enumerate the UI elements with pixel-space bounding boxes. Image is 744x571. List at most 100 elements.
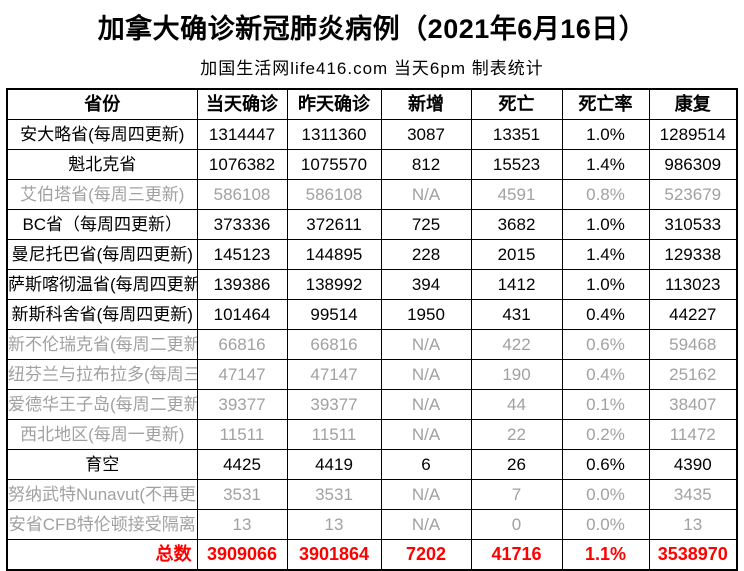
totals-deaths: 41716 xyxy=(470,539,563,571)
table-row: 育空 4425 4419 6 26 0.6% 4390 xyxy=(6,449,738,480)
table-row: 爱德华王子岛(每周二更新) 39377 39377 N/A 44 0.1% 38… xyxy=(6,389,738,420)
today-confirmed-cell: 39377 xyxy=(196,389,288,420)
deaths-cell: 13351 xyxy=(470,119,563,150)
totals-yesterday-confirmed: 3901864 xyxy=(286,539,382,571)
recovered-cell: 986309 xyxy=(648,149,738,180)
table-row: BC省（每周四更新） 373336 372611 725 3682 1.0% 3… xyxy=(6,209,738,240)
yesterday-confirmed-cell: 11511 xyxy=(286,419,382,450)
yesterday-confirmed-cell: 138992 xyxy=(286,269,382,300)
yesterday-confirmed-cell: 13 xyxy=(286,509,382,540)
deaths-cell: 7 xyxy=(470,479,563,510)
deaths-cell: 26 xyxy=(470,449,563,480)
recovered-cell: 13 xyxy=(648,509,738,540)
today-confirmed-cell: 4425 xyxy=(196,449,288,480)
recovered-cell: 523679 xyxy=(648,179,738,210)
new-cases-cell: 394 xyxy=(380,269,472,300)
province-cell: 曼尼托巴省(每周四更新) xyxy=(6,239,198,270)
col-header-new-cases: 新增 xyxy=(380,88,472,120)
page-subtitle: 加国生活网life416.com 当天6pm 制表统计 xyxy=(200,59,544,78)
page-title: 加拿大确诊新冠肺炎病例（2021年6月16日） xyxy=(97,14,647,44)
new-cases-cell: 1950 xyxy=(380,299,472,330)
yesterday-confirmed-cell: 372611 xyxy=(286,209,382,240)
today-confirmed-cell: 145123 xyxy=(196,239,288,270)
province-cell: 魁北克省 xyxy=(6,149,198,180)
death-rate-cell: 1.4% xyxy=(561,149,650,180)
today-confirmed-cell: 11511 xyxy=(196,419,288,450)
recovered-cell: 4390 xyxy=(648,449,738,480)
death-rate-cell: 1.0% xyxy=(561,119,650,150)
deaths-cell: 190 xyxy=(470,359,563,390)
table-row: 努纳武特Nunavut(不再更新) 3531 3531 N/A 7 0.0% 3… xyxy=(6,479,738,510)
today-confirmed-cell: 586108 xyxy=(196,179,288,210)
yesterday-confirmed-cell: 3531 xyxy=(286,479,382,510)
province-cell: 新不伦瑞克省(每周二更新) xyxy=(6,329,198,360)
table-row: 纽芬兰与拉布拉多(每周三更新) 47147 47147 N/A 190 0.4%… xyxy=(6,359,738,390)
new-cases-cell: 228 xyxy=(380,239,472,270)
recovered-cell: 25162 xyxy=(648,359,738,390)
new-cases-cell: N/A xyxy=(380,329,472,360)
province-cell: 努纳武特Nunavut(不再更新) xyxy=(6,479,198,510)
recovered-cell: 113023 xyxy=(648,269,738,300)
today-confirmed-cell: 66816 xyxy=(196,329,288,360)
col-header-death-rate: 死亡率 xyxy=(561,88,650,120)
totals-today-confirmed: 3909066 xyxy=(196,539,288,571)
deaths-cell: 22 xyxy=(470,419,563,450)
death-rate-cell: 1.0% xyxy=(561,269,650,300)
recovered-cell: 129338 xyxy=(648,239,738,270)
table-row: 安大略省(每周四更新) 1314447 1311360 3087 13351 1… xyxy=(6,119,738,150)
death-rate-cell: 1.0% xyxy=(561,209,650,240)
deaths-cell: 2015 xyxy=(470,239,563,270)
province-cell: 艾伯塔省(每周三更新) xyxy=(6,179,198,210)
totals-row: 总数 3909066 3901864 7202 41716 1.1% 35389… xyxy=(6,539,738,571)
yesterday-confirmed-cell: 47147 xyxy=(286,359,382,390)
totals-new-cases: 7202 xyxy=(380,539,472,571)
col-header-recovered: 康复 xyxy=(648,88,738,120)
deaths-cell: 1412 xyxy=(470,269,563,300)
recovered-cell: 11472 xyxy=(648,419,738,450)
new-cases-cell: N/A xyxy=(380,179,472,210)
province-cell: 安大略省(每周四更新) xyxy=(6,119,198,150)
yesterday-confirmed-cell: 39377 xyxy=(286,389,382,420)
col-header-yesterday-confirmed: 昨天确诊 xyxy=(286,88,382,120)
new-cases-cell: N/A xyxy=(380,509,472,540)
yesterday-confirmed-cell: 1311360 xyxy=(286,119,382,150)
totals-death-rate: 1.1% xyxy=(561,539,650,571)
covid-table-page: 加拿大确诊新冠肺炎病例（2021年6月16日） 加国生活网life416.com… xyxy=(0,7,744,571)
yesterday-confirmed-cell: 144895 xyxy=(286,239,382,270)
table-row: 新不伦瑞克省(每周二更新) 66816 66816 N/A 422 0.6% 5… xyxy=(6,329,738,360)
today-confirmed-cell: 47147 xyxy=(196,359,288,390)
col-header-province: 省份 xyxy=(6,88,198,120)
death-rate-cell: 0.8% xyxy=(561,179,650,210)
province-cell: 纽芬兰与拉布拉多(每周三更新) xyxy=(6,359,198,390)
death-rate-cell: 0.6% xyxy=(561,329,650,360)
deaths-cell: 0 xyxy=(470,509,563,540)
death-rate-cell: 0.0% xyxy=(561,479,650,510)
covid-stats-table: 省份 当天确诊 昨天确诊 新增 死亡 死亡率 康复 安大略省(每周四更新) 13… xyxy=(6,88,738,571)
new-cases-cell: 3087 xyxy=(380,119,472,150)
new-cases-cell: 725 xyxy=(380,209,472,240)
col-header-today-confirmed: 当天确诊 xyxy=(196,88,288,120)
yesterday-confirmed-cell: 1075570 xyxy=(286,149,382,180)
table-row: 西北地区(每周一更新) 11511 11511 N/A 22 0.2% 1147… xyxy=(6,419,738,450)
deaths-cell: 4591 xyxy=(470,179,563,210)
today-confirmed-cell: 1076382 xyxy=(196,149,288,180)
death-rate-cell: 0.4% xyxy=(561,359,650,390)
table-row: 安省CFB特伦顿接受隔离 13 13 N/A 0 0.0% 13 xyxy=(6,509,738,540)
death-rate-cell: 0.2% xyxy=(561,419,650,450)
yesterday-confirmed-cell: 4419 xyxy=(286,449,382,480)
deaths-cell: 44 xyxy=(470,389,563,420)
death-rate-cell: 1.4% xyxy=(561,239,650,270)
death-rate-cell: 0.4% xyxy=(561,299,650,330)
province-cell: BC省（每周四更新） xyxy=(6,209,198,240)
recovered-cell: 310533 xyxy=(648,209,738,240)
today-confirmed-cell: 1314447 xyxy=(196,119,288,150)
yesterday-confirmed-cell: 586108 xyxy=(286,179,382,210)
today-confirmed-cell: 373336 xyxy=(196,209,288,240)
province-cell: 西北地区(每周一更新) xyxy=(6,419,198,450)
province-cell: 育空 xyxy=(6,449,198,480)
col-header-deaths: 死亡 xyxy=(470,88,563,120)
table-row: 曼尼托巴省(每周四更新) 145123 144895 228 2015 1.4%… xyxy=(6,239,738,270)
deaths-cell: 422 xyxy=(470,329,563,360)
today-confirmed-cell: 139386 xyxy=(196,269,288,300)
table-row: 艾伯塔省(每周三更新) 586108 586108 N/A 4591 0.8% … xyxy=(6,179,738,210)
